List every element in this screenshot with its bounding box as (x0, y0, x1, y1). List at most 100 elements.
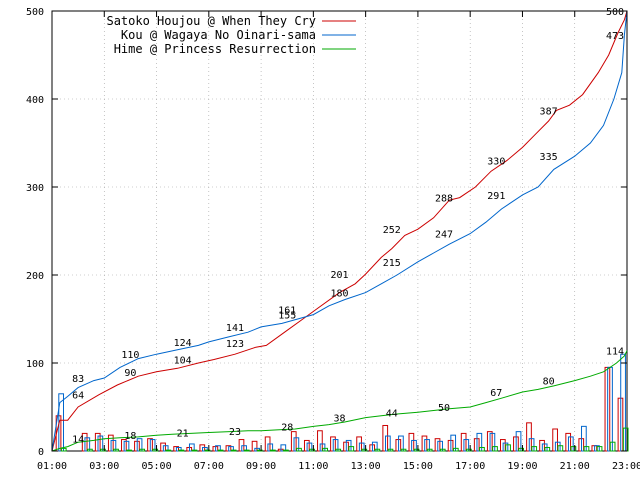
bar-series-3 (256, 449, 263, 452)
x-axis-ticks: 01:00 03:00 05:00 07:00 09:00 11:00 13:00 15:00… (37, 11, 640, 472)
bar-series-3 (243, 449, 250, 452)
data-label-series-1: 64 (72, 391, 84, 402)
bar-series-3 (596, 446, 603, 452)
data-label-series-2: 141 (226, 323, 244, 334)
data-label-series-3: 44 (386, 408, 398, 419)
y-tick-label: 400 (26, 95, 44, 106)
bar-series-3 (413, 448, 420, 452)
x-tick-label: 01:00 (37, 461, 67, 472)
x-tick-label: 21:00 (560, 461, 590, 472)
data-label-series-3: 67 (490, 388, 502, 399)
bar-series-3 (60, 447, 67, 452)
data-label-series-2: 83 (72, 374, 84, 385)
bar-series-3 (204, 449, 211, 452)
data-label-series-2: 180 (330, 289, 348, 300)
data-label-series-3: 80 (543, 377, 555, 388)
data-label-series-1: 90 (124, 368, 136, 379)
data-label-series-1: 104 (174, 355, 192, 366)
bar-series-3 (479, 446, 485, 452)
data-label-series-1: 387 (540, 106, 558, 117)
bar-series-3 (296, 447, 302, 452)
hourly-bars (55, 353, 629, 452)
legend-entry-label: Satoko Houjou @ When They Cry (106, 14, 316, 28)
y-tick-label: 200 (26, 271, 44, 282)
legend-entry-label: Hime @ Princess Resurrection (114, 42, 316, 56)
data-label-series-3: 18 (124, 431, 136, 442)
y-tick-label: 0 (38, 447, 44, 458)
data-label-series-1: 288 (435, 194, 453, 205)
data-label-series-3: 114 (606, 347, 624, 358)
bar-series-3 (348, 446, 355, 452)
data-label-series-1: 201 (330, 270, 348, 281)
bar-series-3 (557, 445, 564, 452)
data-label-series-2: 247 (435, 230, 453, 241)
bar-series-3 (100, 448, 106, 452)
bar-series-3 (87, 448, 93, 452)
line-series-2 (51, 10, 628, 452)
legend-entry-label: Kou @ Wagaya No Oinari-sama (121, 28, 316, 42)
bar-series-3 (544, 446, 551, 452)
bar-series-3 (322, 447, 328, 452)
data-label-series-2: 110 (121, 350, 139, 361)
bar-series-3 (400, 448, 407, 452)
bar-series-3 (230, 449, 237, 452)
x-tick-label: 09:00 (246, 461, 276, 472)
x-tick-label: 03:00 (89, 461, 119, 472)
data-label-series-2: 215 (383, 258, 401, 269)
bar-series-3 (270, 449, 276, 452)
bar-series-3 (452, 447, 459, 452)
x-tick-label: 17:00 (455, 461, 485, 472)
bar-series-3 (518, 447, 525, 452)
bar-series-3 (492, 446, 498, 452)
bar-series-3 (466, 448, 472, 452)
bar-series-3 (570, 446, 577, 452)
line-series-3 (51, 350, 628, 452)
plot-area (51, 10, 628, 452)
x-tick-label: 11:00 (298, 461, 328, 472)
data-label-series-2: 291 (487, 191, 505, 202)
data-label-series-3: 38 (333, 414, 345, 425)
grid (52, 11, 627, 451)
bar-series-3 (426, 448, 433, 452)
data-label-series-3: 14 (72, 435, 84, 446)
bar-series-3 (583, 446, 590, 452)
data-label-series-2: 335 (540, 152, 558, 163)
bar-series-3 (531, 446, 538, 452)
data-label-series-1: 161 (278, 305, 296, 316)
bar-series-3 (178, 449, 185, 452)
x-tick-label: 05:00 (141, 461, 171, 472)
y-axis-ticks: 0 100 200 300 400 500 (26, 7, 627, 458)
y-tick-label: 300 (26, 183, 44, 194)
bar-series-3 (139, 448, 146, 452)
bar-series-3 (165, 449, 172, 452)
bar-series-3 (283, 449, 289, 452)
y-tick-label: 100 (26, 359, 44, 370)
data-label-series-2: 124 (174, 338, 192, 349)
data-label-series-2: 155 (278, 311, 296, 322)
bar-series-3 (609, 441, 616, 452)
bar-series-3 (439, 448, 446, 452)
bar-series-3 (113, 448, 119, 452)
bar-series-3 (361, 448, 368, 452)
x-tick-label: 19:00 (507, 461, 537, 472)
data-label-series-1: 252 (383, 225, 401, 236)
data-label-series-2: 473 (606, 31, 624, 42)
x-tick-label: 23:00 (612, 461, 640, 472)
bar-series-3 (387, 448, 394, 452)
bar-series-3 (335, 448, 342, 452)
x-tick-label: 15:00 (403, 461, 433, 472)
bar-series-3 (126, 449, 132, 452)
bar-series-3 (152, 448, 159, 452)
bar-series-3 (191, 449, 198, 452)
series-lines (51, 10, 628, 452)
x-tick-label: 07:00 (194, 461, 224, 472)
data-label-series-3: 23 (229, 427, 241, 438)
y-tick-label: 500 (26, 7, 44, 18)
data-label-series-1: 500 (606, 7, 624, 18)
data-label-series-3: 21 (177, 429, 189, 440)
bar-series-3 (309, 448, 315, 452)
data-label-series-3: 28 (281, 422, 293, 433)
bar-series-3 (374, 448, 381, 452)
